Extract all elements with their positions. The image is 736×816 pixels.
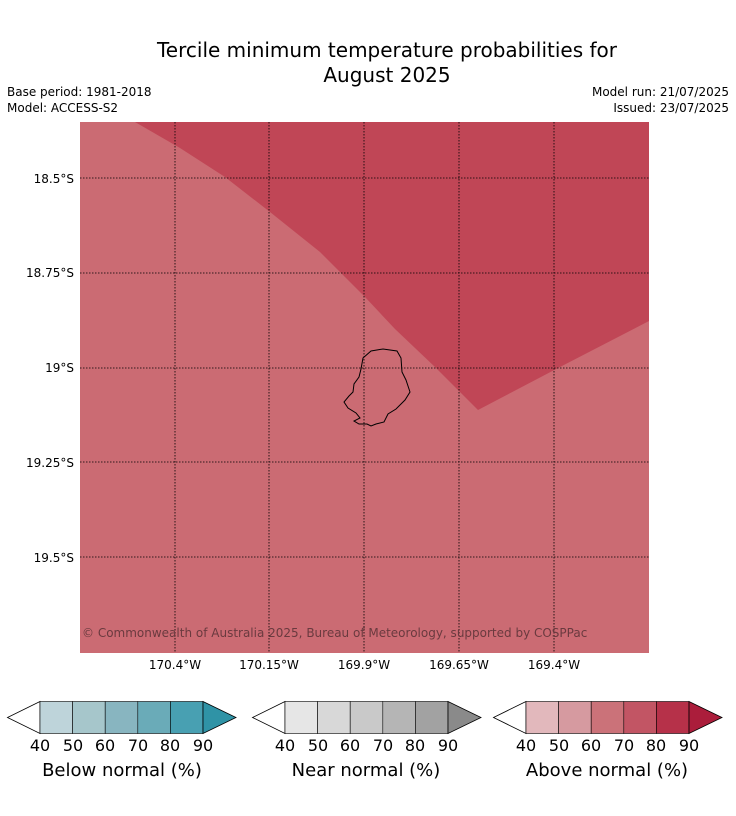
issued-label: Issued: 23/07/2025 (613, 101, 729, 115)
tick-label: 60 (580, 736, 602, 755)
above-70-80-region (135, 122, 649, 410)
colorbar-min-extend (6, 700, 41, 735)
tick-label: 90 (192, 736, 214, 755)
lat-label-18-75: 18.75°S (26, 266, 74, 280)
model-label: Model: ACCESS-S2 (7, 101, 119, 115)
tick-label: 60 (94, 736, 116, 755)
colorbar-swatch (558, 701, 592, 734)
colorbar-above-normal-label: Above normal (%) (525, 760, 689, 781)
colorbar-min-extend (492, 700, 527, 735)
colorbar-below-normal-swatches (6, 700, 237, 735)
tick-label: 80 (404, 736, 426, 755)
lat-label-19: 19°S (45, 361, 74, 375)
colorbar-swatch (382, 701, 416, 734)
tick-label: 50 (62, 736, 84, 755)
colorbar-swatch (317, 701, 351, 734)
lon-label-170-4: 170.4°W (148, 658, 202, 672)
tick-label: 90 (678, 736, 700, 755)
graticule (80, 122, 649, 653)
tick-label: 70 (372, 736, 394, 755)
lat-label-18-5: 18.5°S (33, 172, 74, 186)
colorbar-max-extend (688, 700, 723, 735)
tick-label: 40 (29, 736, 51, 755)
colorbar-near-normal-label: Near normal (%) (291, 760, 441, 781)
tick-label: 60 (339, 736, 361, 755)
map-panel (80, 122, 649, 653)
map-canvas (80, 122, 649, 653)
colorbar-near-normal (251, 700, 482, 735)
tick-label: 40 (515, 736, 537, 755)
island-coastline (343, 348, 411, 427)
tick-label: 70 (613, 736, 635, 755)
meta-right: Model run: 21/07/2025 Issued: 23/07/2025 (592, 84, 729, 116)
map-title-line1: Tercile minimum temperature probabilitie… (156, 38, 618, 62)
tick-label: 50 (548, 736, 570, 755)
colorbar-swatch (104, 701, 139, 734)
meta-left: Base period: 1981-2018 Model: ACCESS-S2 (7, 84, 152, 116)
colorbar-below-normal (6, 700, 237, 735)
tick-label: 80 (159, 736, 181, 755)
colorbar-above-normal-swatches (492, 700, 723, 735)
copyright-notice: © Commonwealth of Australia 2025, Bureau… (82, 626, 588, 640)
colorbar-swatch (590, 701, 625, 734)
map-title-line2: August 2025 (323, 63, 451, 87)
colorbar-swatch (137, 701, 171, 734)
lon-label-169-9: 169.9°W (337, 658, 391, 672)
colorbar-below-normal-label: Below normal (%) (42, 760, 202, 781)
colorbar-swatch (415, 701, 449, 734)
colorbar-swatch (349, 701, 384, 734)
colorbar-max-extend (447, 700, 482, 735)
tick-label: 50 (307, 736, 329, 755)
tick-label: 70 (127, 736, 149, 755)
lat-label-19-5: 19.5°S (33, 551, 74, 565)
colorbar-swatch (284, 701, 318, 734)
tick-label: 40 (274, 736, 296, 755)
colorbar-swatch (170, 701, 204, 734)
colorbar-swatch (72, 701, 106, 734)
colorbar-swatch (39, 701, 73, 734)
colorbar-max-extend (202, 700, 237, 735)
lon-label-170-15: 170.15°W (239, 658, 299, 672)
colorbar-swatch (525, 701, 559, 734)
lon-label-169-4: 169.4°W (527, 658, 581, 672)
map-title: Tercile minimum temperature probabilitie… (0, 38, 736, 88)
colorbar-near-normal-swatches (251, 700, 482, 735)
base-period-label: Base period: 1981-2018 (7, 85, 152, 99)
colorbar-above-normal (492, 700, 723, 735)
lat-label-19-25: 19.25°S (26, 456, 74, 470)
model-run-label: Model run: 21/07/2025 (591, 85, 729, 99)
colorbar-swatch (623, 701, 657, 734)
lon-label-169-65: 169.65°W (429, 658, 489, 672)
colorbar-min-extend (251, 700, 286, 735)
tick-label: 80 (645, 736, 667, 755)
tick-label: 90 (437, 736, 459, 755)
colorbar-swatch (656, 701, 690, 734)
